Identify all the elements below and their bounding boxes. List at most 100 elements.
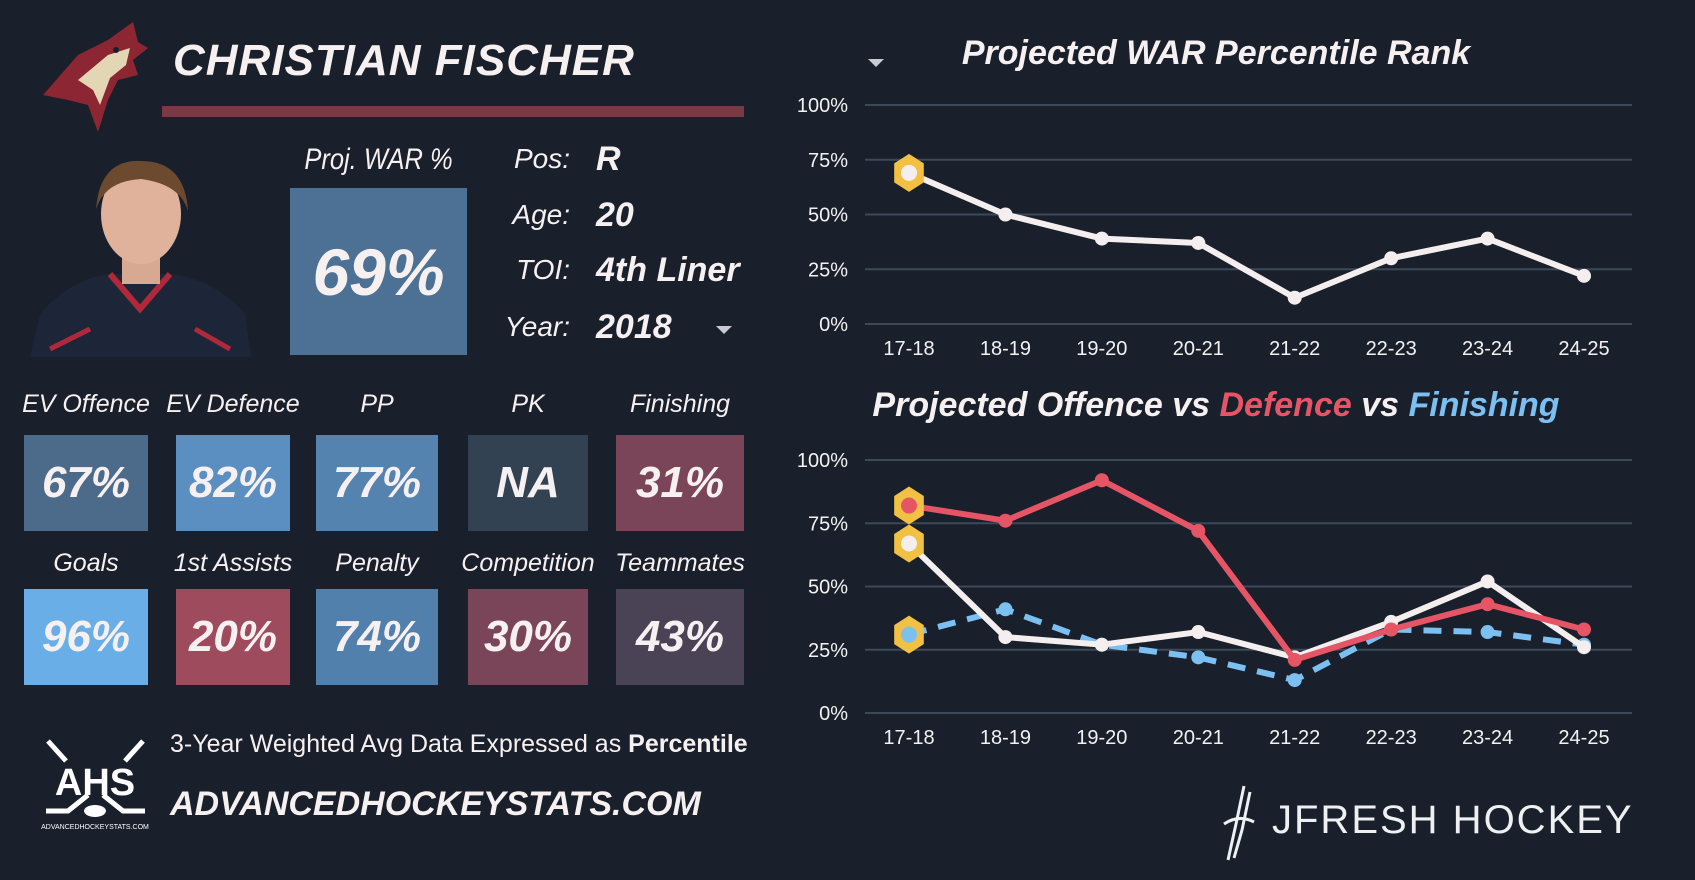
tile-label-ev-defence: EV Defence xyxy=(166,390,300,418)
title-part-finishing: Finishing xyxy=(1408,386,1560,424)
war-point xyxy=(1577,268,1591,283)
finishing-point xyxy=(1191,650,1206,665)
tile-label-penalty: Penalty xyxy=(335,549,419,577)
toi-label: TOI: xyxy=(516,254,570,285)
year-select[interactable]: 2018 xyxy=(596,308,672,346)
defence-point xyxy=(1480,597,1495,612)
defence-point xyxy=(1191,523,1206,538)
war-chart-title: Projected WAR Percentile Rank xyxy=(961,34,1471,72)
y-tick-label: 100% xyxy=(797,95,848,117)
y-tick-label: 0% xyxy=(819,314,848,336)
finishing-point xyxy=(1480,625,1495,640)
x-tick-label: 21-22 xyxy=(1269,727,1320,749)
x-tick-label: 17-18 xyxy=(883,727,934,749)
y-tick-label: 100% xyxy=(797,450,848,472)
tile-label-ev-offence: EV Offence xyxy=(22,390,150,418)
jfresh-hockey-brand: JFRESH HOCKEY xyxy=(1272,798,1634,842)
ovd-chart-title: Projected Offence vs Defence vs Finishin… xyxy=(860,386,1572,425)
war-point xyxy=(901,164,917,181)
tile-value-1st-assists: 20% xyxy=(176,589,290,685)
title-underline xyxy=(162,106,744,117)
age-label: Age: xyxy=(512,199,570,230)
offence-point xyxy=(901,535,917,552)
tile-label-1st-assists: 1st Assists xyxy=(173,549,293,577)
x-tick-label: 18-19 xyxy=(980,727,1031,749)
proj-war-value: 69% xyxy=(290,188,467,355)
offence-point xyxy=(998,630,1013,645)
svg-text:AHS: AHS xyxy=(55,762,135,804)
defence-point xyxy=(1094,473,1109,488)
war-point xyxy=(1094,231,1109,246)
x-tick-label: 19-20 xyxy=(1076,727,1127,749)
finishing-point xyxy=(998,602,1013,617)
x-tick-label: 17-18 xyxy=(883,338,934,360)
x-tick-label: 20-21 xyxy=(1173,338,1224,360)
x-tick-label: 24-25 xyxy=(1558,727,1609,749)
ahs-logo: AHS ADVANCEDHOCKEYSTATS.COM xyxy=(41,739,149,831)
y-tick-label: 75% xyxy=(808,513,848,535)
x-tick-label: 22-23 xyxy=(1366,727,1417,749)
year-label: Year: xyxy=(504,311,570,342)
x-tick-label: 18-19 xyxy=(980,338,1031,360)
title-part-defence: Defence xyxy=(1219,386,1352,424)
y-tick-label: 0% xyxy=(819,703,848,725)
tile-label-competition: Competition xyxy=(461,549,595,577)
proj-war-label: Proj. WAR % xyxy=(304,143,453,176)
tile-label-goals: Goals xyxy=(53,549,119,577)
defence-point xyxy=(1384,622,1399,637)
defence-point xyxy=(998,513,1013,528)
tile-value-pp: 77% xyxy=(316,435,438,531)
defence-point xyxy=(901,497,917,514)
tile-label-teammates: Teammates xyxy=(615,549,745,577)
site-url[interactable]: ADVANCEDHOCKEYSTATS.COM xyxy=(170,785,701,823)
offence-point xyxy=(1191,625,1206,640)
defence-point xyxy=(1577,622,1591,637)
note-text: 3-Year Weighted Avg Data Expressed as xyxy=(170,730,629,758)
war-point xyxy=(1287,290,1302,305)
war-series-line xyxy=(907,170,1586,301)
x-tick-label: 20-21 xyxy=(1173,727,1224,749)
y-tick-label: 25% xyxy=(808,259,848,281)
tile-value-teammates: 43% xyxy=(616,589,744,685)
team-logo xyxy=(43,22,148,132)
tile-value-competition: 30% xyxy=(468,589,588,685)
tile-label-finishing: Finishing xyxy=(629,390,731,418)
finishing-point xyxy=(1287,673,1302,688)
tile-value-penalty: 74% xyxy=(316,589,438,685)
pos-label: Pos: xyxy=(513,143,570,174)
jfresh-logo-mark xyxy=(1223,785,1255,861)
tile-value-goals: 96% xyxy=(24,589,148,685)
y-tick-label: 50% xyxy=(808,205,848,227)
x-tick-label: 23-24 xyxy=(1462,727,1513,749)
war-percentile-chart: 0% 25% 50% 75% 100% 17-18 18-19 19-20 20-21 21-22… xyxy=(797,95,1632,360)
x-tick-label: 24-25 xyxy=(1558,338,1609,360)
year-dropdown-chevron-icon[interactable] xyxy=(716,326,732,334)
y-tick-label: 25% xyxy=(808,640,848,662)
title-part: Projected Offence vs xyxy=(872,386,1220,424)
tile-value-pk: NA xyxy=(468,435,588,531)
chart-dropdown-chevron-icon[interactable] xyxy=(868,59,884,67)
war-point xyxy=(1191,235,1206,250)
tile-label-pp: PP xyxy=(360,390,394,418)
offence-point xyxy=(1480,574,1495,589)
defence-point xyxy=(1287,652,1302,667)
finishing-point xyxy=(901,626,917,643)
x-tick-label: 19-20 xyxy=(1076,338,1127,360)
data-note: 3-Year Weighted Avg Data Expressed as Pe… xyxy=(170,730,748,759)
offence-defence-finishing-chart: 0% 25% 50% 75% 100% 17-18 18-19 19-20 20-21 21-22… xyxy=(797,450,1632,749)
player-photo xyxy=(30,160,251,357)
y-tick-label: 75% xyxy=(808,150,848,172)
tile-label-pk: PK xyxy=(511,390,545,418)
x-tick-label: 22-23 xyxy=(1366,338,1417,360)
offence-point xyxy=(1577,640,1591,655)
war-point xyxy=(1384,251,1399,266)
x-tick-label: 21-22 xyxy=(1269,338,1320,360)
toi-value: 4th Liner xyxy=(596,251,740,289)
offence-point xyxy=(1094,637,1109,652)
war-point xyxy=(998,207,1013,222)
note-bold-text: Percentile xyxy=(628,730,748,758)
tile-value-ev-defence: 82% xyxy=(176,435,290,531)
tile-value-ev-offence: 67% xyxy=(24,435,148,531)
tile-value-finishing: 31% xyxy=(616,435,744,531)
offence-series-line xyxy=(906,541,1586,661)
